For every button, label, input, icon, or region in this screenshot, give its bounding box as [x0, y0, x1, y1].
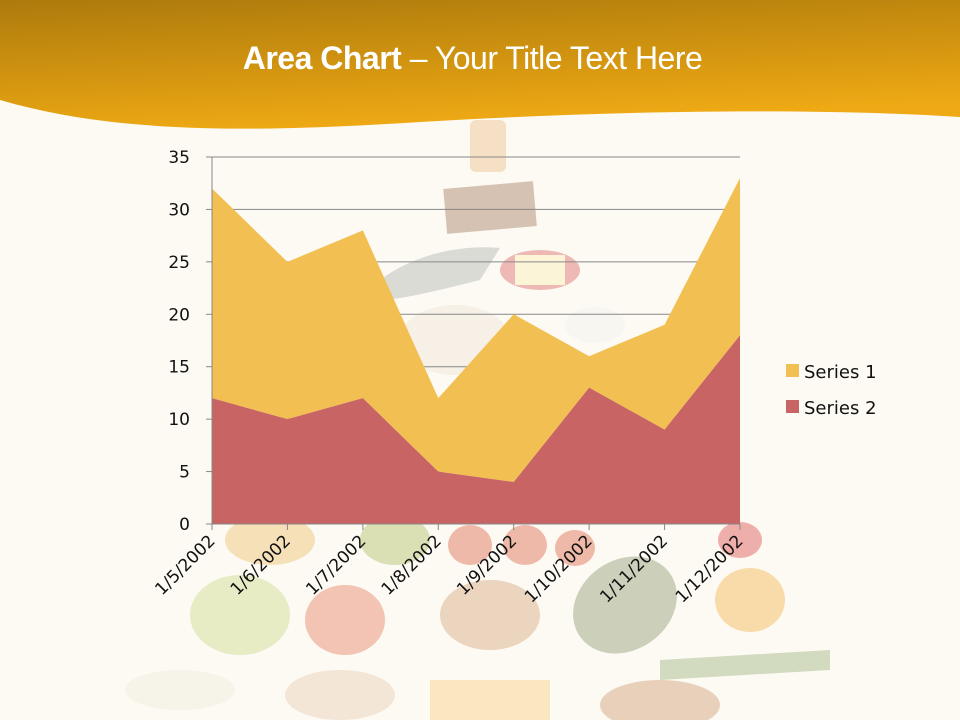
series-2-area	[212, 335, 740, 524]
x-tick-label: 1/5/2002	[151, 531, 219, 599]
legend-label-series-1: Series 1	[804, 362, 877, 383]
x-tick-label: 1/10/2002	[521, 531, 597, 607]
y-tick-label: 5	[179, 463, 190, 483]
x-tick-label: 1/9/2002	[453, 531, 521, 599]
y-tick-label: 0	[179, 515, 190, 535]
y-tick-label: 15	[168, 358, 190, 378]
y-tick-label: 20	[168, 305, 190, 325]
x-tick-label: 1/6/2002	[227, 531, 295, 599]
y-tick-label: 25	[168, 253, 190, 273]
x-tick-label: 1/7/2002	[302, 531, 370, 599]
y-tick-label: 10	[168, 410, 190, 430]
x-tick-label: 1/12/2002	[672, 531, 748, 607]
y-tick-label: 30	[168, 200, 190, 220]
series-1-area	[212, 177, 740, 483]
chart-legend: Series 1 Series 2	[786, 362, 877, 419]
x-axis-labels: 1/5/2002 1/6/2002 1/7/2002 1/8/2002 1/9/2002…	[151, 531, 747, 607]
x-tick-label: 1/8/2002	[378, 531, 446, 599]
slide-title-bold: Area Chart	[242, 40, 402, 76]
header-band	[0, 0, 960, 129]
slide-title-rest: – Your Title Text Here	[401, 40, 703, 76]
legend-swatch-series-2	[786, 400, 799, 413]
legend-swatch-series-1	[786, 364, 799, 377]
slide-title: Area Chart – Your Title Text Here	[0, 40, 945, 77]
chart-areas	[212, 177, 740, 524]
y-axis-labels: 0 5 10 15 20 25 30 35	[168, 148, 190, 535]
x-tick-label: 1/11/2002	[596, 531, 672, 607]
y-tick-label: 35	[168, 148, 190, 168]
chart-axes	[206, 156, 741, 530]
legend-label-series-2: Series 2	[804, 398, 877, 419]
